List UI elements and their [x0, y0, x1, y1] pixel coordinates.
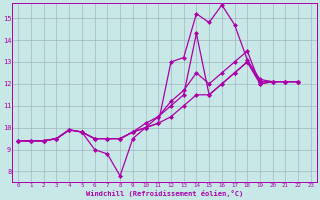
X-axis label: Windchill (Refroidissement éolien,°C): Windchill (Refroidissement éolien,°C) — [86, 190, 243, 197]
